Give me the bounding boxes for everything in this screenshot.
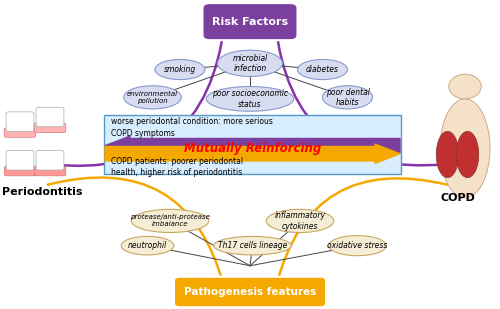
- Ellipse shape: [298, 59, 348, 79]
- Ellipse shape: [206, 87, 294, 111]
- Ellipse shape: [322, 86, 372, 109]
- Text: oxidative stress: oxidative stress: [328, 241, 388, 250]
- Text: environmental
pollution: environmental pollution: [127, 91, 178, 104]
- FancyBboxPatch shape: [6, 150, 34, 170]
- Ellipse shape: [329, 235, 386, 256]
- Text: COPD patients: poorer periodontal
health, higher risk of periodontitis: COPD patients: poorer periodontal health…: [111, 157, 243, 177]
- Ellipse shape: [214, 236, 291, 255]
- Ellipse shape: [155, 59, 205, 79]
- Text: neutrophil: neutrophil: [128, 241, 167, 250]
- Ellipse shape: [131, 210, 209, 232]
- Ellipse shape: [449, 74, 481, 99]
- FancyBboxPatch shape: [202, 3, 298, 40]
- FancyBboxPatch shape: [4, 128, 36, 137]
- Ellipse shape: [266, 210, 334, 232]
- FancyArrow shape: [105, 144, 400, 163]
- Text: diabetes: diabetes: [306, 65, 339, 74]
- FancyBboxPatch shape: [4, 166, 36, 176]
- Text: smoking: smoking: [164, 65, 196, 74]
- Text: Pathogenesis features: Pathogenesis features: [184, 287, 316, 297]
- Text: Th17 cells lineage: Th17 cells lineage: [218, 241, 287, 250]
- Ellipse shape: [121, 236, 174, 255]
- Ellipse shape: [456, 131, 479, 178]
- Text: poor socioeconomic
status: poor socioeconomic status: [212, 89, 288, 108]
- Text: inflammatory
cytokines: inflammatory cytokines: [274, 211, 326, 231]
- Ellipse shape: [124, 86, 181, 109]
- Text: worse periodontal condition: more serious
COPD symptoms
periodontitis treatment:: worse periodontal condition: more seriou…: [111, 117, 273, 149]
- FancyBboxPatch shape: [36, 107, 64, 127]
- Ellipse shape: [440, 99, 490, 198]
- Ellipse shape: [436, 131, 459, 178]
- Text: Mutually Reinforcing: Mutually Reinforcing: [184, 142, 321, 155]
- FancyBboxPatch shape: [174, 277, 326, 307]
- Text: COPD: COPD: [440, 193, 475, 203]
- FancyBboxPatch shape: [6, 112, 34, 131]
- Text: microbial
infection: microbial infection: [232, 54, 268, 73]
- FancyBboxPatch shape: [36, 150, 64, 170]
- Text: Periodontitis: Periodontitis: [2, 187, 83, 197]
- Ellipse shape: [218, 50, 282, 76]
- FancyBboxPatch shape: [34, 123, 66, 133]
- FancyBboxPatch shape: [34, 166, 66, 176]
- Text: poor dental
habits: poor dental habits: [326, 88, 370, 107]
- FancyArrow shape: [105, 136, 400, 155]
- Text: Risk Factors: Risk Factors: [212, 17, 288, 27]
- FancyBboxPatch shape: [104, 115, 401, 174]
- Text: protease/anti-protease
imbalance: protease/anti-protease imbalance: [130, 214, 210, 227]
